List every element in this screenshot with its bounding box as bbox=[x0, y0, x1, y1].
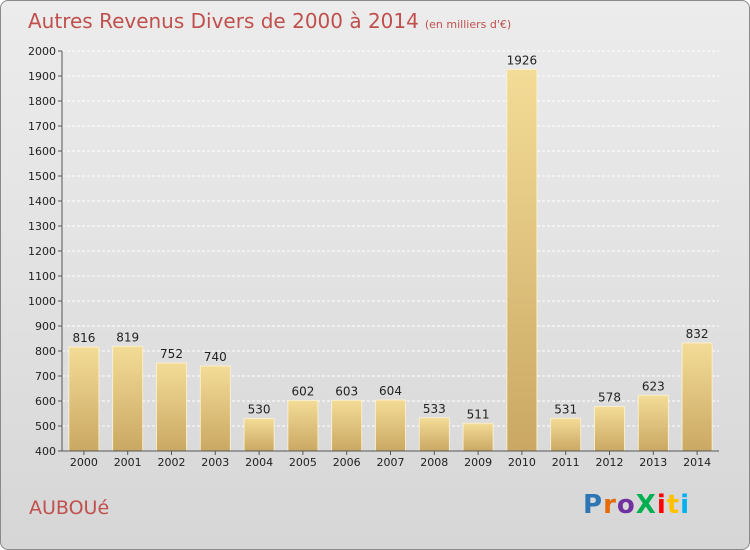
place-name: AUBOUé bbox=[29, 497, 110, 519]
bar-value-label: 832 bbox=[686, 327, 709, 341]
y-tick-label: 1700 bbox=[28, 120, 56, 133]
x-tick-label: 2003 bbox=[201, 456, 229, 469]
x-tick-label: 2008 bbox=[420, 456, 448, 469]
bar bbox=[68, 346, 100, 452]
x-tick-label: 2002 bbox=[158, 456, 186, 469]
y-tick-label: 1200 bbox=[28, 245, 56, 258]
x-tick-label: 2014 bbox=[683, 456, 711, 469]
bar-value-label: 604 bbox=[379, 384, 402, 398]
proxiti-logo[interactable]: ProXiti bbox=[583, 490, 690, 520]
y-tick-label: 1800 bbox=[28, 95, 56, 108]
x-tick-label: 2012 bbox=[596, 456, 624, 469]
y-tick-label: 800 bbox=[35, 345, 56, 358]
y-tick-label: 1100 bbox=[28, 270, 56, 283]
y-tick-label: 400 bbox=[35, 445, 56, 458]
bar-value-label: 578 bbox=[598, 391, 621, 405]
bar-value-label: 530 bbox=[248, 403, 271, 417]
logo-letter: i bbox=[680, 490, 691, 520]
logo-letter: o bbox=[616, 490, 636, 520]
bar bbox=[418, 417, 450, 452]
bar-value-label: 819 bbox=[116, 330, 139, 344]
x-tick-label: 2007 bbox=[377, 456, 405, 469]
bar-value-label: 602 bbox=[291, 385, 314, 399]
bar bbox=[156, 362, 187, 452]
bars: 816 819 752 740 530 602 603 604 533 511 1926 531 578… bbox=[68, 54, 713, 452]
logo-letter: t bbox=[666, 490, 681, 520]
bar bbox=[594, 406, 625, 452]
x-tick-label: 2009 bbox=[464, 456, 492, 469]
logo-letter: r bbox=[603, 490, 617, 520]
logo-letter: i bbox=[656, 490, 667, 520]
x-tick-label: 2001 bbox=[114, 456, 142, 469]
bar bbox=[681, 342, 713, 452]
bar-value-label: 603 bbox=[335, 384, 358, 398]
y-tick-label: 2000 bbox=[28, 45, 56, 58]
bar-value-label: 1926 bbox=[507, 54, 538, 68]
x-tick-label: 2005 bbox=[289, 456, 317, 469]
y-tick-label: 1000 bbox=[28, 295, 56, 308]
bar bbox=[331, 399, 363, 452]
bar bbox=[243, 418, 275, 452]
bar bbox=[506, 69, 538, 452]
x-tick-label: 2004 bbox=[245, 456, 273, 469]
logo-letter: X bbox=[635, 490, 657, 520]
bar-value-label: 533 bbox=[423, 402, 446, 416]
y-tick-label: 1900 bbox=[28, 70, 56, 83]
y-tick-label: 1500 bbox=[28, 170, 56, 183]
bar-value-label: 531 bbox=[554, 402, 577, 416]
bar bbox=[462, 422, 494, 452]
x-axis: 2000 2001 2002 2003 2004 2005 2006 2007 2008 2009… bbox=[62, 450, 719, 469]
bar bbox=[375, 399, 406, 452]
bar-value-label: 740 bbox=[204, 350, 227, 364]
y-tick-label: 700 bbox=[35, 370, 56, 383]
bar-value-label: 511 bbox=[467, 407, 490, 421]
x-tick-label: 2011 bbox=[552, 456, 580, 469]
chart-title: Autres Revenus Divers de 2000 à 2014 (en … bbox=[28, 9, 511, 33]
bar bbox=[287, 400, 319, 452]
y-tick-label: 1600 bbox=[28, 145, 56, 158]
bar bbox=[637, 394, 669, 452]
x-tick-label: 2000 bbox=[70, 456, 98, 469]
logo-letter: P bbox=[583, 490, 604, 520]
bar bbox=[550, 417, 582, 452]
y-tick-label: 1300 bbox=[28, 220, 56, 233]
x-tick-label: 2006 bbox=[333, 456, 361, 469]
y-axis: 400 500 600 700 800 900 1000 1100 1200 1300 1400 15… bbox=[28, 45, 63, 458]
title-text: Autres Revenus Divers de 2000 à 2014 bbox=[28, 9, 419, 33]
bar-value-label: 623 bbox=[642, 379, 665, 393]
chart-subtitle: (en milliers d'€) bbox=[424, 18, 512, 31]
y-tick-label: 900 bbox=[35, 320, 56, 333]
bar-value-label: 816 bbox=[72, 331, 95, 345]
y-tick-label: 500 bbox=[35, 420, 56, 433]
y-tick-label: 600 bbox=[35, 395, 56, 408]
x-tick-label: 2013 bbox=[639, 456, 667, 469]
x-tick-label: 2010 bbox=[508, 456, 536, 469]
y-tick-label: 1400 bbox=[28, 195, 56, 208]
bar-value-label: 752 bbox=[160, 347, 183, 361]
bar bbox=[199, 365, 231, 452]
bar bbox=[112, 345, 144, 452]
